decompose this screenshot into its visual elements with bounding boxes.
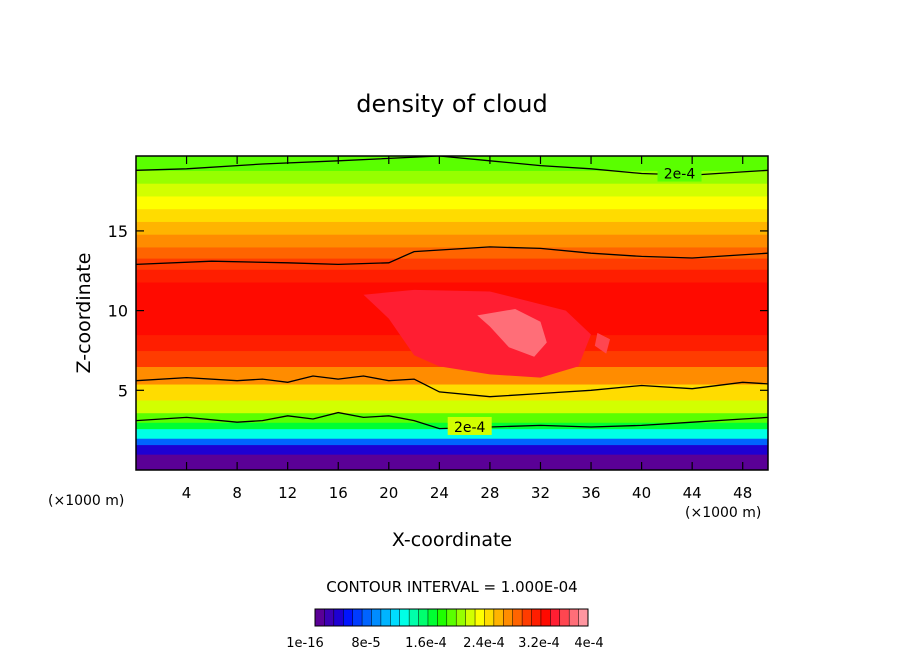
contour-band <box>136 444 768 455</box>
x-tick-label: 28 <box>480 484 499 502</box>
contour-band <box>136 383 768 401</box>
contour-interval-text: CONTOUR INTERVAL = 1.000E-04 <box>326 578 577 596</box>
colorbar-swatch <box>493 609 504 626</box>
contour-label-bg <box>447 416 492 435</box>
colorbar-swatch <box>343 609 353 626</box>
y-tick-label: 10 <box>108 302 128 321</box>
contour-line-label: 2e-4 <box>664 167 696 183</box>
colorbar-tick-label: 1e-16 <box>286 636 324 651</box>
contour-band <box>136 208 768 222</box>
colorbar-swatch <box>352 609 363 626</box>
colorbar-frame <box>314 608 589 627</box>
contour-fill-layer <box>136 156 768 470</box>
x-axis-ticks: 4 8 12 16 20 24 28 32 36 40 44 48 <box>182 156 752 502</box>
colorbar-swatch <box>559 609 570 626</box>
colorbar-swatch <box>540 609 551 626</box>
colorbar-swatch <box>465 609 476 626</box>
colorbar-swatch <box>418 609 429 626</box>
y-axis-label: Z-coordinate <box>73 253 95 374</box>
colorbar-swatch <box>446 609 457 626</box>
colorbar-swatch <box>324 609 335 626</box>
contour-core-region <box>477 309 547 357</box>
x-tick-label: 36 <box>581 484 600 502</box>
colorbar-tick-label: 8e-5 <box>351 636 380 651</box>
x-tick-label: 32 <box>531 484 550 502</box>
colorbar-tick-label: 3.2e-4 <box>518 636 560 651</box>
contour-core-region <box>594 332 610 354</box>
colorbar-swatch <box>522 609 532 626</box>
x-tick-label: 4 <box>182 484 192 502</box>
colorbar-swatch <box>484 609 495 626</box>
colorbar-swatch <box>427 609 438 626</box>
colorbar-swatch <box>371 609 382 626</box>
x-axis-label: X-coordinate <box>392 529 512 551</box>
contour-band <box>136 258 768 270</box>
chart-title: density of cloud <box>356 90 547 118</box>
contour-line <box>136 375 768 398</box>
contour-band <box>136 234 768 248</box>
x-unit-label: (×1000 m) <box>685 505 761 521</box>
colorbar-tick-label: 2.4e-4 <box>463 636 505 651</box>
colorbar-swatch <box>333 609 344 626</box>
contour-band <box>136 454 768 470</box>
contour-line <box>136 246 768 266</box>
contour-line-label: 2e-4 <box>454 420 486 436</box>
colorbar <box>314 608 589 627</box>
y-tick-label: 5 <box>118 381 128 400</box>
contour-band <box>136 366 768 385</box>
contour-band <box>136 438 768 446</box>
x-tick-label: 8 <box>232 484 242 502</box>
colorbar-swatch <box>380 609 391 626</box>
y-axis-ticks: 5 10 15 <box>108 222 768 400</box>
contour-line <box>136 411 768 430</box>
colorbar-swatch <box>578 609 589 626</box>
x-tick-label: 24 <box>430 484 449 502</box>
colorbar-swatch <box>512 609 523 626</box>
contour-band <box>136 246 768 259</box>
plot-frame <box>135 155 769 471</box>
colorbar-swatch <box>362 609 372 626</box>
contour-line-layer: 2e-4 2e-4 <box>136 156 768 436</box>
colorbar-swatch <box>409 609 419 626</box>
x-tick-label: 20 <box>379 484 398 502</box>
contour-band <box>136 170 768 184</box>
y-unit-label: (×1000 m) <box>48 493 124 509</box>
colorbar-swatch <box>315 609 325 626</box>
colorbar-swatch <box>399 609 410 626</box>
contour-band <box>136 399 768 414</box>
colorbar-tick-label: 4e-4 <box>574 636 603 651</box>
contour-band <box>136 195 768 210</box>
contour-band <box>136 156 768 171</box>
colorbar-swatch <box>531 609 542 626</box>
colorbar-tick-labels: 1e-16 8e-5 1.6e-4 2.4e-4 3.2e-4 4e-4 <box>286 636 603 651</box>
x-tick-label: 48 <box>733 484 752 502</box>
contour-band <box>136 183 768 197</box>
x-tick-label: 12 <box>278 484 297 502</box>
colorbar-swatch <box>437 609 448 626</box>
colorbar-swatch <box>569 609 579 626</box>
colorbar-swatch <box>475 609 485 626</box>
contour-label-bg <box>657 163 702 182</box>
x-tick-label: 44 <box>683 484 702 502</box>
colorbar-tick-label: 1.6e-4 <box>405 636 447 651</box>
contour-band <box>136 221 768 235</box>
y-tick-label: 15 <box>108 222 128 241</box>
contour-band <box>136 269 768 283</box>
colorbar-swatch <box>456 609 466 626</box>
colorbar-swatch <box>503 609 513 626</box>
colorbar-swatch <box>550 609 561 626</box>
colorbar-swatch <box>390 609 401 626</box>
x-tick-label: 40 <box>632 484 651 502</box>
x-tick-label: 16 <box>329 484 348 502</box>
